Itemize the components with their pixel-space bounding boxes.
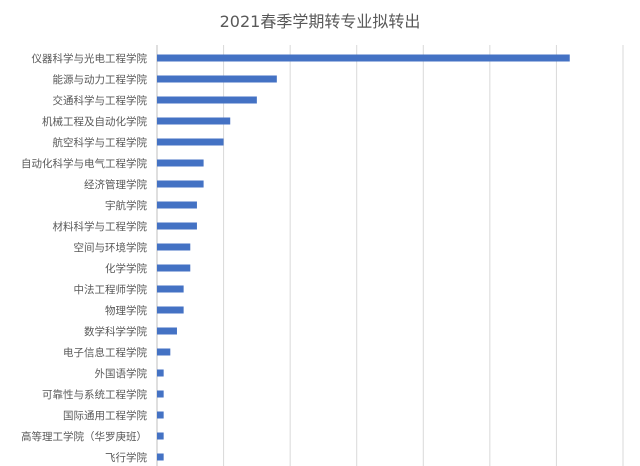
category-label: 物理学院 <box>105 304 147 317</box>
bar <box>157 159 204 167</box>
bar <box>157 327 177 335</box>
bar <box>157 138 224 146</box>
category-label: 可靠性与系统工程学院 <box>42 388 147 401</box>
category-label: 能源与动力工程学院 <box>53 73 148 86</box>
category-label: 电子信息工程学院 <box>63 346 147 359</box>
bar <box>157 432 164 440</box>
bar <box>157 180 204 188</box>
bar <box>157 117 231 125</box>
category-label: 中法工程师学院 <box>74 283 148 296</box>
category-label: 仪器科学与光电工程学院 <box>32 52 148 65</box>
category-label: 飞行学院 <box>105 451 147 464</box>
category-label: 外国语学院 <box>95 367 148 380</box>
bar <box>157 390 164 398</box>
category-label: 宇航学院 <box>105 199 147 212</box>
bar <box>157 264 191 272</box>
category-label: 高等理工学院（华罗庚班） <box>21 430 147 443</box>
bar <box>157 306 184 314</box>
category-label: 材料科学与工程学院 <box>53 220 148 233</box>
bar <box>157 453 164 461</box>
chart-title: 2021春季学期转专业拟转出 <box>219 12 421 31</box>
category-label: 交通科学与工程学院 <box>53 94 148 107</box>
category-label: 经济管理学院 <box>84 178 147 191</box>
bar <box>157 348 171 356</box>
bar <box>157 411 164 419</box>
category-label: 化学学院 <box>105 262 147 275</box>
bar <box>157 285 184 293</box>
bar <box>157 54 570 62</box>
bar <box>157 369 164 377</box>
bar <box>157 201 197 209</box>
category-label: 机械工程及自动化学院 <box>42 115 147 128</box>
bar <box>157 243 191 251</box>
bar <box>157 75 277 83</box>
category-label: 国际通用工程学院 <box>63 409 147 422</box>
bar <box>157 222 197 230</box>
category-label: 航空科学与工程学院 <box>53 136 148 149</box>
category-label: 空间与环境学院 <box>74 241 148 254</box>
category-label: 数学科学学院 <box>84 325 147 338</box>
category-label: 自动化科学与电气工程学院 <box>21 157 147 170</box>
bar <box>157 96 257 104</box>
